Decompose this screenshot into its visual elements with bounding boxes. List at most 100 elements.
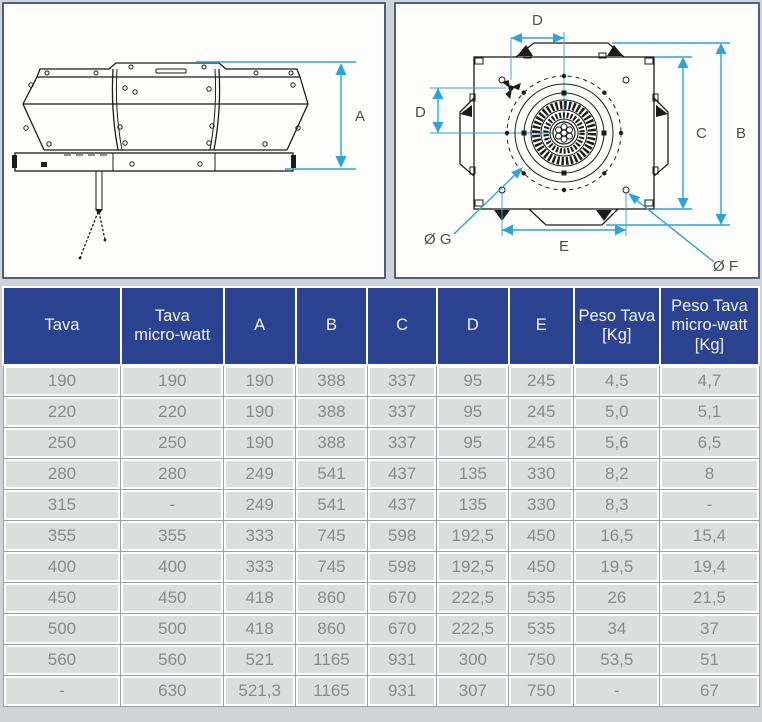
table-cell: 333	[223, 551, 297, 583]
column-header: Peso Tava micro-watt [Kg]	[658, 286, 761, 366]
table-cell: 190	[120, 364, 225, 397]
table-cell: 220	[120, 396, 225, 428]
table-header: Tava Tava micro-watt A B C D E Peso Tava [Kg] Pe…	[2, 286, 761, 366]
table-cell: 418	[223, 582, 297, 614]
table-cell: 245	[508, 427, 575, 459]
table-cell: 1165	[295, 644, 368, 676]
column-header: C	[366, 286, 438, 366]
table-cell: 450	[2, 582, 122, 614]
table-cell: 95	[436, 396, 510, 428]
table-cell: 541	[295, 458, 368, 490]
table-cell: 337	[366, 396, 438, 428]
table-cell: 630	[120, 675, 225, 707]
table-cell: -	[120, 489, 225, 521]
table-cell: 249	[223, 458, 297, 490]
table-cell: 500	[120, 613, 225, 645]
table-cell: 190	[223, 396, 297, 428]
table-cell: 560	[2, 644, 122, 676]
table-row: 315-249 541 437 135 330 8,3-	[2, 489, 760, 521]
table-cell: 598	[366, 520, 438, 552]
technical-drawings: A	[2, 2, 760, 279]
column-header: Peso Tava [Kg]	[572, 286, 661, 366]
dim-g-label: Ø G	[424, 231, 452, 248]
table-row: 450 450 418 860 670 222,5 535 26 21,5	[2, 582, 760, 614]
table-cell: 53,5	[573, 644, 661, 676]
table-cell: 16,5	[573, 520, 661, 552]
table-cell: 355	[2, 520, 122, 552]
table-cell: 750	[508, 644, 575, 676]
table-cell: 249	[223, 489, 297, 521]
table-cell: 220	[2, 396, 122, 428]
table-cell: 51	[659, 644, 760, 676]
table-cell: 745	[295, 520, 368, 552]
dim-f-label: Ø F	[713, 258, 738, 275]
table-cell: 388	[295, 427, 368, 459]
table-cell: 437	[366, 489, 438, 521]
table-cell: 135	[436, 489, 510, 521]
table-cell: 535	[508, 582, 575, 614]
dim-c-label: C	[696, 125, 707, 142]
column-header: Tava micro-watt	[119, 286, 225, 366]
table-cell: 500	[2, 613, 122, 645]
table-cell: -	[659, 489, 760, 521]
table-cell: 337	[366, 364, 438, 397]
table-cell: 437	[366, 458, 438, 490]
table-cell: 333	[223, 520, 297, 552]
table-cell: 15,4	[659, 520, 760, 552]
dim-d-top-label: D	[532, 12, 543, 29]
table-row: 355 355 333 745 598 192,5 450 16,5 15,4	[2, 520, 760, 552]
table-cell: 315	[2, 489, 122, 521]
table-cell: 931	[366, 644, 438, 676]
table-cell: -	[2, 675, 122, 707]
table-cell: 860	[295, 613, 368, 645]
column-header: D	[435, 286, 510, 366]
table-row: 280 280 249 541 437 135 330 8,2 8	[2, 458, 760, 490]
table-row: 400 400 333 745 598 192,5 450 19,5 19,4	[2, 551, 760, 583]
table-cell: 750	[508, 675, 575, 707]
dim-e-label: E	[559, 238, 569, 255]
table-row: 500 500 418 860 670 222,5 535 34 37	[2, 613, 760, 645]
table-cell: 535	[508, 613, 575, 645]
table-cell: 95	[436, 364, 510, 397]
table-cell: 598	[366, 551, 438, 583]
column-header: Tava	[2, 286, 122, 366]
table-cell: 931	[366, 675, 438, 707]
dim-a-label: A	[355, 108, 365, 125]
table-row: 190 190 190 388 337 95 245 4,5 4,7	[2, 364, 760, 397]
table-cell: 330	[508, 489, 575, 521]
table-row: -630 521,3 1165 931 307 750-67	[2, 675, 760, 707]
table-cell: 192,5	[436, 551, 510, 583]
table-cell: -	[573, 675, 661, 707]
table-cell: 5,6	[573, 427, 661, 459]
table-cell: 192,5	[436, 520, 510, 552]
table-cell: 355	[120, 520, 225, 552]
table-cell: 5,1	[659, 396, 760, 428]
column-header: E	[507, 286, 575, 366]
table-cell: 388	[295, 396, 368, 428]
table-cell: 860	[295, 582, 368, 614]
table-cell: 400	[2, 551, 122, 583]
table-cell: 745	[295, 551, 368, 583]
table-cell: 4,5	[573, 364, 661, 397]
table-cell: 135	[436, 458, 510, 490]
table-cell: 6,5	[659, 427, 760, 459]
table-cell: 250	[120, 427, 225, 459]
table-cell: 67	[659, 675, 760, 707]
table-cell: 8	[659, 458, 760, 490]
table-cell: 190	[223, 364, 297, 397]
table-cell: 521,3	[223, 675, 297, 707]
table-cell: 19,4	[659, 551, 760, 583]
top-view-drawing: D D C B	[415, 12, 746, 275]
table-cell: 560	[120, 644, 225, 676]
table-cell: 450	[508, 551, 575, 583]
table-cell: 337	[366, 427, 438, 459]
dim-b-label: B	[736, 125, 746, 142]
table-cell: 95	[436, 427, 510, 459]
rotation-indicator-icon	[501, 80, 521, 100]
column-header: B	[294, 286, 369, 366]
table-cell: 450	[508, 520, 575, 552]
dimensions-table: Tava Tava micro-watt A B C D E Peso Tava [Kg] Pe…	[2, 286, 761, 707]
table-cell: 37	[659, 613, 760, 645]
table-cell: 4,7	[659, 364, 760, 397]
